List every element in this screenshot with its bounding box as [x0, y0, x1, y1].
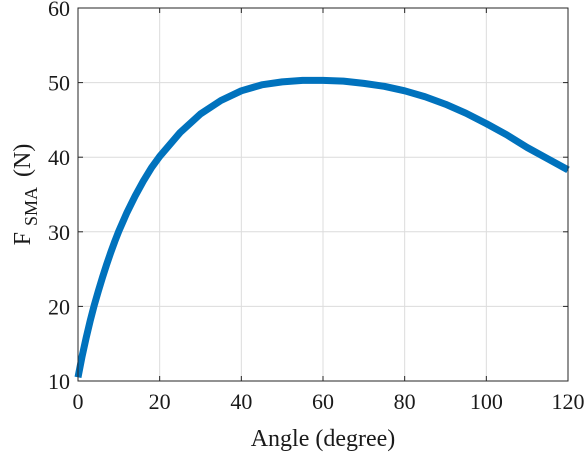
x-tick-label: 120 — [552, 389, 585, 414]
series-line — [74, 76, 570, 378]
y-axis-label-subscript: SMA — [21, 187, 41, 226]
y-tick-label: 20 — [48, 294, 70, 319]
x-axis-label: Angle (degree) — [251, 426, 396, 452]
y-axis-label: F SMA (N) — [10, 144, 43, 246]
x-tick-label: 40 — [230, 389, 252, 414]
y-tick-label: 50 — [48, 71, 70, 96]
series-layer — [74, 76, 570, 378]
x-tick-label: 100 — [470, 389, 503, 414]
y-axis-label-unit: (N) — [10, 144, 36, 177]
x-tick-label: 0 — [73, 389, 84, 414]
y-tick-label: 40 — [48, 145, 70, 170]
x-tick-label: 80 — [394, 389, 416, 414]
y-tick-label: 30 — [48, 220, 70, 245]
y-tick-label: 60 — [48, 0, 70, 21]
y-axis-label-main: F — [10, 232, 36, 245]
grid — [77, 7, 569, 382]
y-tick-label: 10 — [48, 369, 70, 394]
x-tick-label: 20 — [149, 389, 171, 414]
x-tick-label: 60 — [312, 389, 334, 414]
ticks: 0 20 40 60 80 100 120 10 20 30 40 50 60 — [48, 0, 585, 414]
